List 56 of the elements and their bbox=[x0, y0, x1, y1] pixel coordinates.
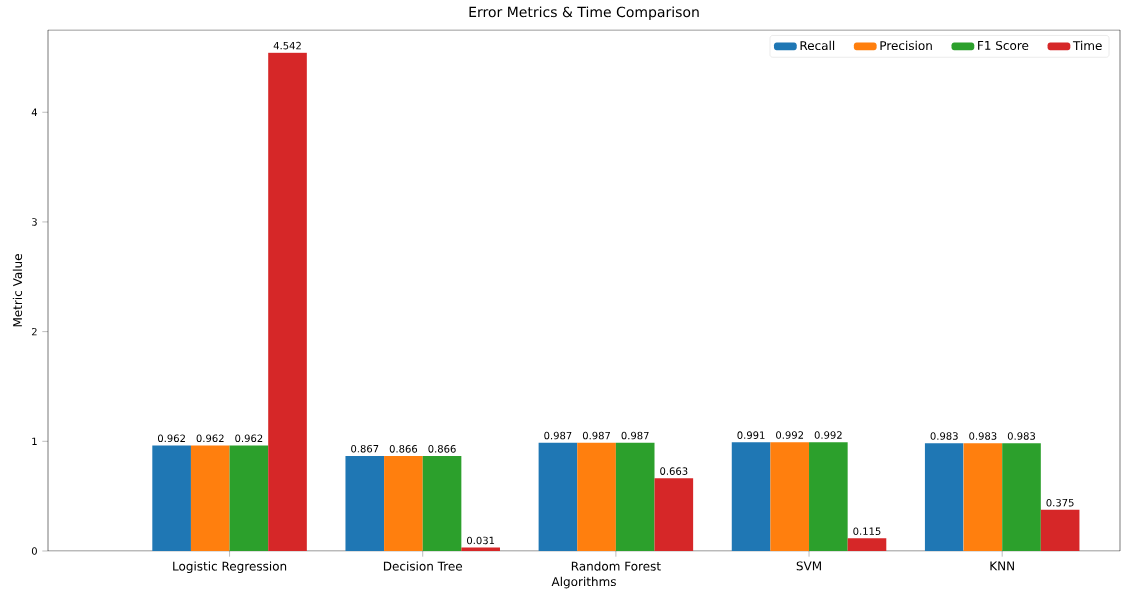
bar bbox=[268, 52, 307, 551]
legend-label: Precision bbox=[880, 40, 932, 51]
bar bbox=[654, 478, 694, 551]
data-label: 0.987 bbox=[621, 431, 649, 440]
data-label: 0.962 bbox=[235, 434, 263, 443]
bar bbox=[229, 445, 269, 551]
bar bbox=[1002, 443, 1041, 551]
bar bbox=[615, 442, 655, 551]
data-label: 0.983 bbox=[1007, 432, 1036, 440]
bar bbox=[770, 442, 810, 551]
bar bbox=[577, 442, 616, 551]
y-tick-label: 1 bbox=[32, 437, 37, 445]
x-tick-label: SVM bbox=[796, 561, 821, 571]
bar bbox=[924, 443, 964, 551]
data-label: 0.115 bbox=[853, 527, 881, 535]
y-tick-label: 4 bbox=[31, 108, 38, 116]
legend-label: Time bbox=[1072, 40, 1102, 51]
bar bbox=[422, 456, 462, 551]
data-label: 0.962 bbox=[157, 434, 185, 443]
data-label: 0.987 bbox=[582, 431, 611, 440]
data-label: 0.031 bbox=[467, 536, 495, 545]
x-tick-label: Random Forest bbox=[571, 561, 661, 571]
x-tick-label: Logistic Regression bbox=[173, 561, 287, 573]
chart-title: Error Metrics & Time Comparison bbox=[469, 6, 699, 20]
legend-label: F1 Score bbox=[978, 40, 1029, 50]
bar bbox=[152, 445, 191, 551]
data-label: 0.987 bbox=[544, 431, 572, 440]
x-axis-title: Algorithms bbox=[551, 576, 616, 589]
data-label: 0.962 bbox=[196, 434, 224, 443]
bar bbox=[538, 442, 578, 551]
y-axis-title: Metric Value bbox=[12, 254, 23, 327]
data-label: 0.866 bbox=[389, 445, 418, 453]
data-label: 0.375 bbox=[1046, 498, 1074, 507]
bar bbox=[847, 538, 887, 551]
data-label: 0.866 bbox=[428, 445, 456, 453]
x-tick-label: Decision Tree bbox=[383, 561, 463, 571]
x-tick-label: KNN bbox=[990, 561, 1014, 571]
bar bbox=[731, 442, 771, 551]
bar bbox=[809, 442, 848, 551]
data-label: 0.983 bbox=[969, 432, 997, 440]
legend-label: Recall bbox=[800, 40, 835, 51]
data-label: 0.867 bbox=[351, 444, 379, 453]
data-label: 0.983 bbox=[930, 432, 958, 440]
bar bbox=[345, 455, 385, 551]
data-label: 0.663 bbox=[660, 467, 688, 475]
data-label: 4.542 bbox=[273, 41, 301, 50]
data-label: 0.992 bbox=[776, 431, 804, 439]
bar bbox=[963, 443, 1003, 551]
bar bbox=[1040, 509, 1080, 551]
bar bbox=[190, 445, 230, 551]
y-tick-label: 2 bbox=[31, 327, 37, 336]
data-label: 0.992 bbox=[814, 431, 842, 439]
y-tick-label: 0 bbox=[31, 547, 37, 555]
y-tick-label: 3 bbox=[32, 218, 37, 226]
data-label: 0.991 bbox=[737, 431, 765, 439]
bar bbox=[384, 456, 423, 551]
